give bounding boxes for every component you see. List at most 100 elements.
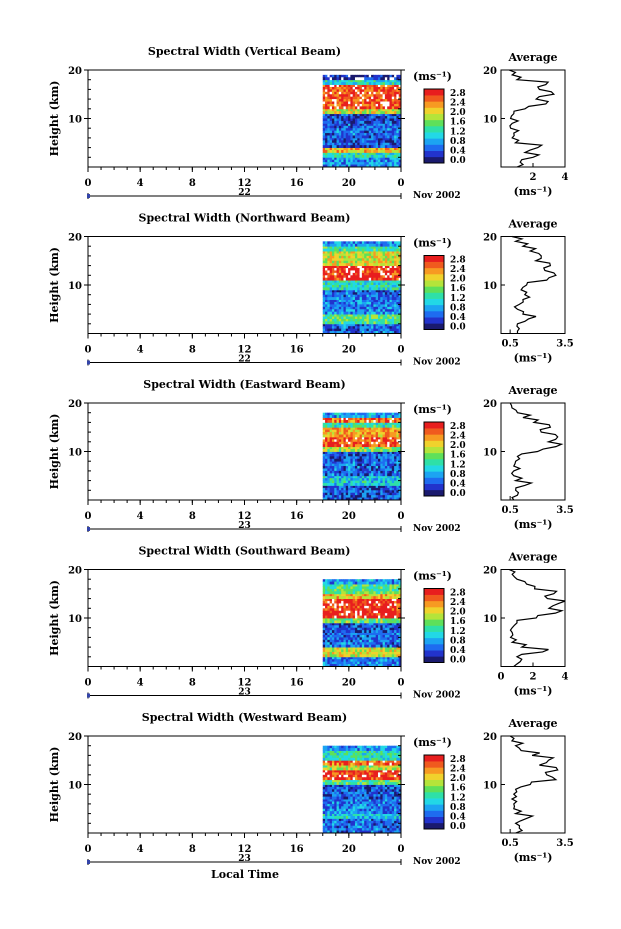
- heatmap-cell: [389, 74, 393, 78]
- heatmap-cell: [384, 601, 388, 604]
- heatmap-cell: [380, 159, 383, 163]
- y-tick-label: 20: [68, 399, 82, 410]
- heatmap-cell: [327, 157, 331, 161]
- heatmap-cell: [327, 147, 331, 151]
- heatmap-cell: [394, 120, 397, 124]
- heatmap-cell: [357, 415, 360, 418]
- heatmap-cell: [368, 637, 372, 641]
- heatmap-cell: [350, 94, 354, 98]
- heatmap-cell: [345, 94, 349, 98]
- heatmap-cell: [354, 301, 358, 305]
- heatmap-cell: [396, 299, 400, 303]
- heatmap-cell: [338, 154, 342, 158]
- heatmap-cell: [366, 270, 370, 274]
- heatmap-cell: [327, 618, 331, 621]
- heatmap-cell: [341, 463, 344, 467]
- heatmap-cell: [387, 128, 390, 132]
- heatmap-cell: [329, 427, 333, 431]
- heatmap-cell: [329, 103, 333, 107]
- heatmap-cell: [343, 622, 347, 626]
- heatmap-cell: [357, 79, 360, 83]
- heatmap-cell: [359, 133, 363, 136]
- heatmap-cell: [348, 243, 351, 247]
- heatmap-cell: [329, 157, 333, 161]
- heatmap-cell: [334, 458, 337, 462]
- heatmap-cell: [366, 598, 370, 602]
- average-x-tick-label: 0.5: [501, 505, 518, 516]
- heatmap-cell: [373, 106, 377, 110]
- heatmap-cell: [338, 258, 342, 262]
- heatmap-cell: [359, 625, 363, 629]
- heatmap-cell: [373, 91, 377, 95]
- heatmap-cell: [341, 96, 344, 100]
- heatmap-cell: [371, 651, 374, 655]
- heatmap-cell: [368, 142, 372, 146]
- heatmap-cell: [322, 289, 326, 293]
- heatmap-cell: [377, 106, 381, 110]
- heatmap-cell: [352, 285, 356, 288]
- heatmap-cell: [336, 473, 340, 477]
- heatmap-cell: [368, 164, 372, 167]
- heatmap-cell: [338, 664, 342, 667]
- heatmap-cell: [357, 461, 360, 465]
- heatmap-cell: [336, 96, 340, 100]
- heatmap-cell: [391, 311, 395, 315]
- heatmap-cell: [338, 243, 342, 247]
- heatmap-cell: [398, 128, 401, 132]
- heatmap-cell: [361, 656, 365, 660]
- heatmap-cell: [343, 427, 347, 431]
- heatmap-cell: [350, 258, 354, 262]
- heatmap-cell: [329, 661, 333, 665]
- heatmap-cell: [375, 270, 379, 274]
- heatmap-cell: [361, 241, 365, 245]
- heatmap-cell: [398, 106, 401, 110]
- heatmap-cell: [329, 422, 333, 426]
- heatmap-cell: [391, 253, 395, 257]
- heatmap-cell: [368, 108, 372, 112]
- heatmap-cell: [377, 492, 381, 496]
- heatmap-cell: [361, 140, 365, 144]
- heatmap-cell: [391, 412, 395, 416]
- heatmap-cell: [394, 108, 397, 112]
- heatmap-cell: [391, 458, 395, 462]
- heatmap-cell: [348, 277, 351, 281]
- heatmap-cell: [377, 436, 381, 440]
- heatmap-cell: [389, 632, 393, 636]
- heatmap-cell: [366, 468, 370, 472]
- heatmap-cell: [341, 162, 344, 165]
- heatmap-cell: [329, 495, 333, 498]
- heatmap-cell: [334, 664, 337, 667]
- heatmap-cell: [396, 495, 400, 498]
- heatmap-cell: [336, 108, 340, 112]
- heatmap-cell: [398, 627, 401, 631]
- heatmap-cell: [359, 91, 363, 95]
- heatmap-cell: [375, 417, 379, 421]
- heatmap-cell: [329, 424, 333, 428]
- heatmap-cell: [394, 159, 397, 163]
- heatmap-cell: [338, 164, 342, 167]
- heatmap-cell: [375, 444, 379, 448]
- heatmap-cell: [366, 649, 370, 653]
- heatmap-cell: [380, 598, 383, 602]
- heatmap-cell: [325, 147, 328, 151]
- heatmap-cell: [361, 439, 365, 443]
- heatmap-cell: [364, 299, 367, 303]
- heatmap-cell: [329, 483, 333, 486]
- colorbar-swatch: [424, 422, 444, 429]
- heatmap-cell: [384, 289, 388, 293]
- heatmap-cell: [371, 150, 374, 153]
- heatmap-cell: [391, 99, 395, 102]
- heatmap-cell: [329, 632, 333, 636]
- heatmap-cell: [384, 77, 388, 81]
- heatmap-cell: [327, 639, 331, 643]
- heatmap-cell: [348, 422, 351, 426]
- heatmap-cell: [373, 412, 377, 416]
- heatmap-cell: [384, 495, 388, 498]
- heatmap-cell: [357, 311, 360, 315]
- heatmap-cell: [331, 664, 335, 667]
- heatmap-cell: [375, 601, 379, 604]
- heatmap-cell: [354, 162, 358, 165]
- heatmap-cell: [329, 453, 333, 457]
- heatmap-cell: [354, 461, 358, 465]
- heatmap-cell: [348, 157, 351, 161]
